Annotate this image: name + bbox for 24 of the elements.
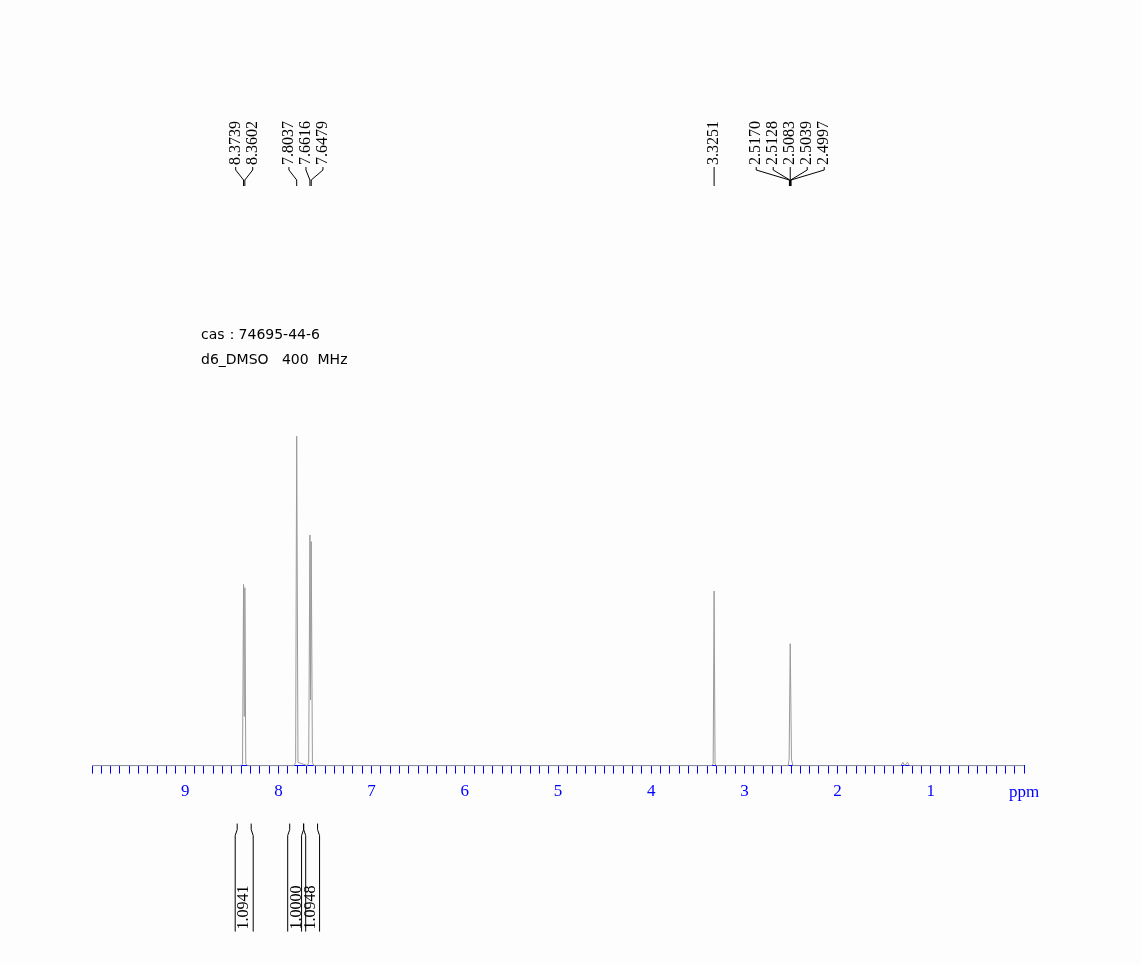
x-tick-label: 7 bbox=[367, 781, 377, 801]
text: 8.3602 bbox=[242, 121, 260, 165]
text: 2.5170 bbox=[746, 121, 764, 165]
chart-subtitle: d6_DMSO 400 MHz bbox=[201, 350, 348, 367]
x-tick-label: 1 bbox=[926, 781, 936, 801]
chart-title: cas：74695-44-6 bbox=[201, 325, 321, 342]
x-tick-label: 3 bbox=[740, 781, 749, 801]
text: 3.3251 bbox=[704, 121, 722, 165]
text: 2.5039 bbox=[797, 121, 815, 165]
text: 2.5083 bbox=[780, 121, 798, 165]
text: 7.6616 bbox=[296, 121, 314, 165]
x-tick-label: 6 bbox=[460, 781, 470, 801]
x-tick-label: 9 bbox=[180, 781, 190, 801]
text: 8.3739 bbox=[225, 121, 243, 165]
x-axis-title: ppm bbox=[1008, 781, 1040, 801]
x-tick-label: 5 bbox=[553, 781, 563, 801]
text: 2.4997 bbox=[814, 121, 832, 165]
x-tick-label: 2 bbox=[833, 781, 842, 801]
x-tick-label: 8 bbox=[274, 781, 283, 801]
text: 2.5128 bbox=[763, 121, 781, 165]
text: 7.6479 bbox=[313, 121, 331, 165]
text: 1.0941 bbox=[234, 885, 252, 930]
text: 7.8037 bbox=[279, 121, 297, 165]
x-tick-label: 4 bbox=[646, 781, 656, 801]
